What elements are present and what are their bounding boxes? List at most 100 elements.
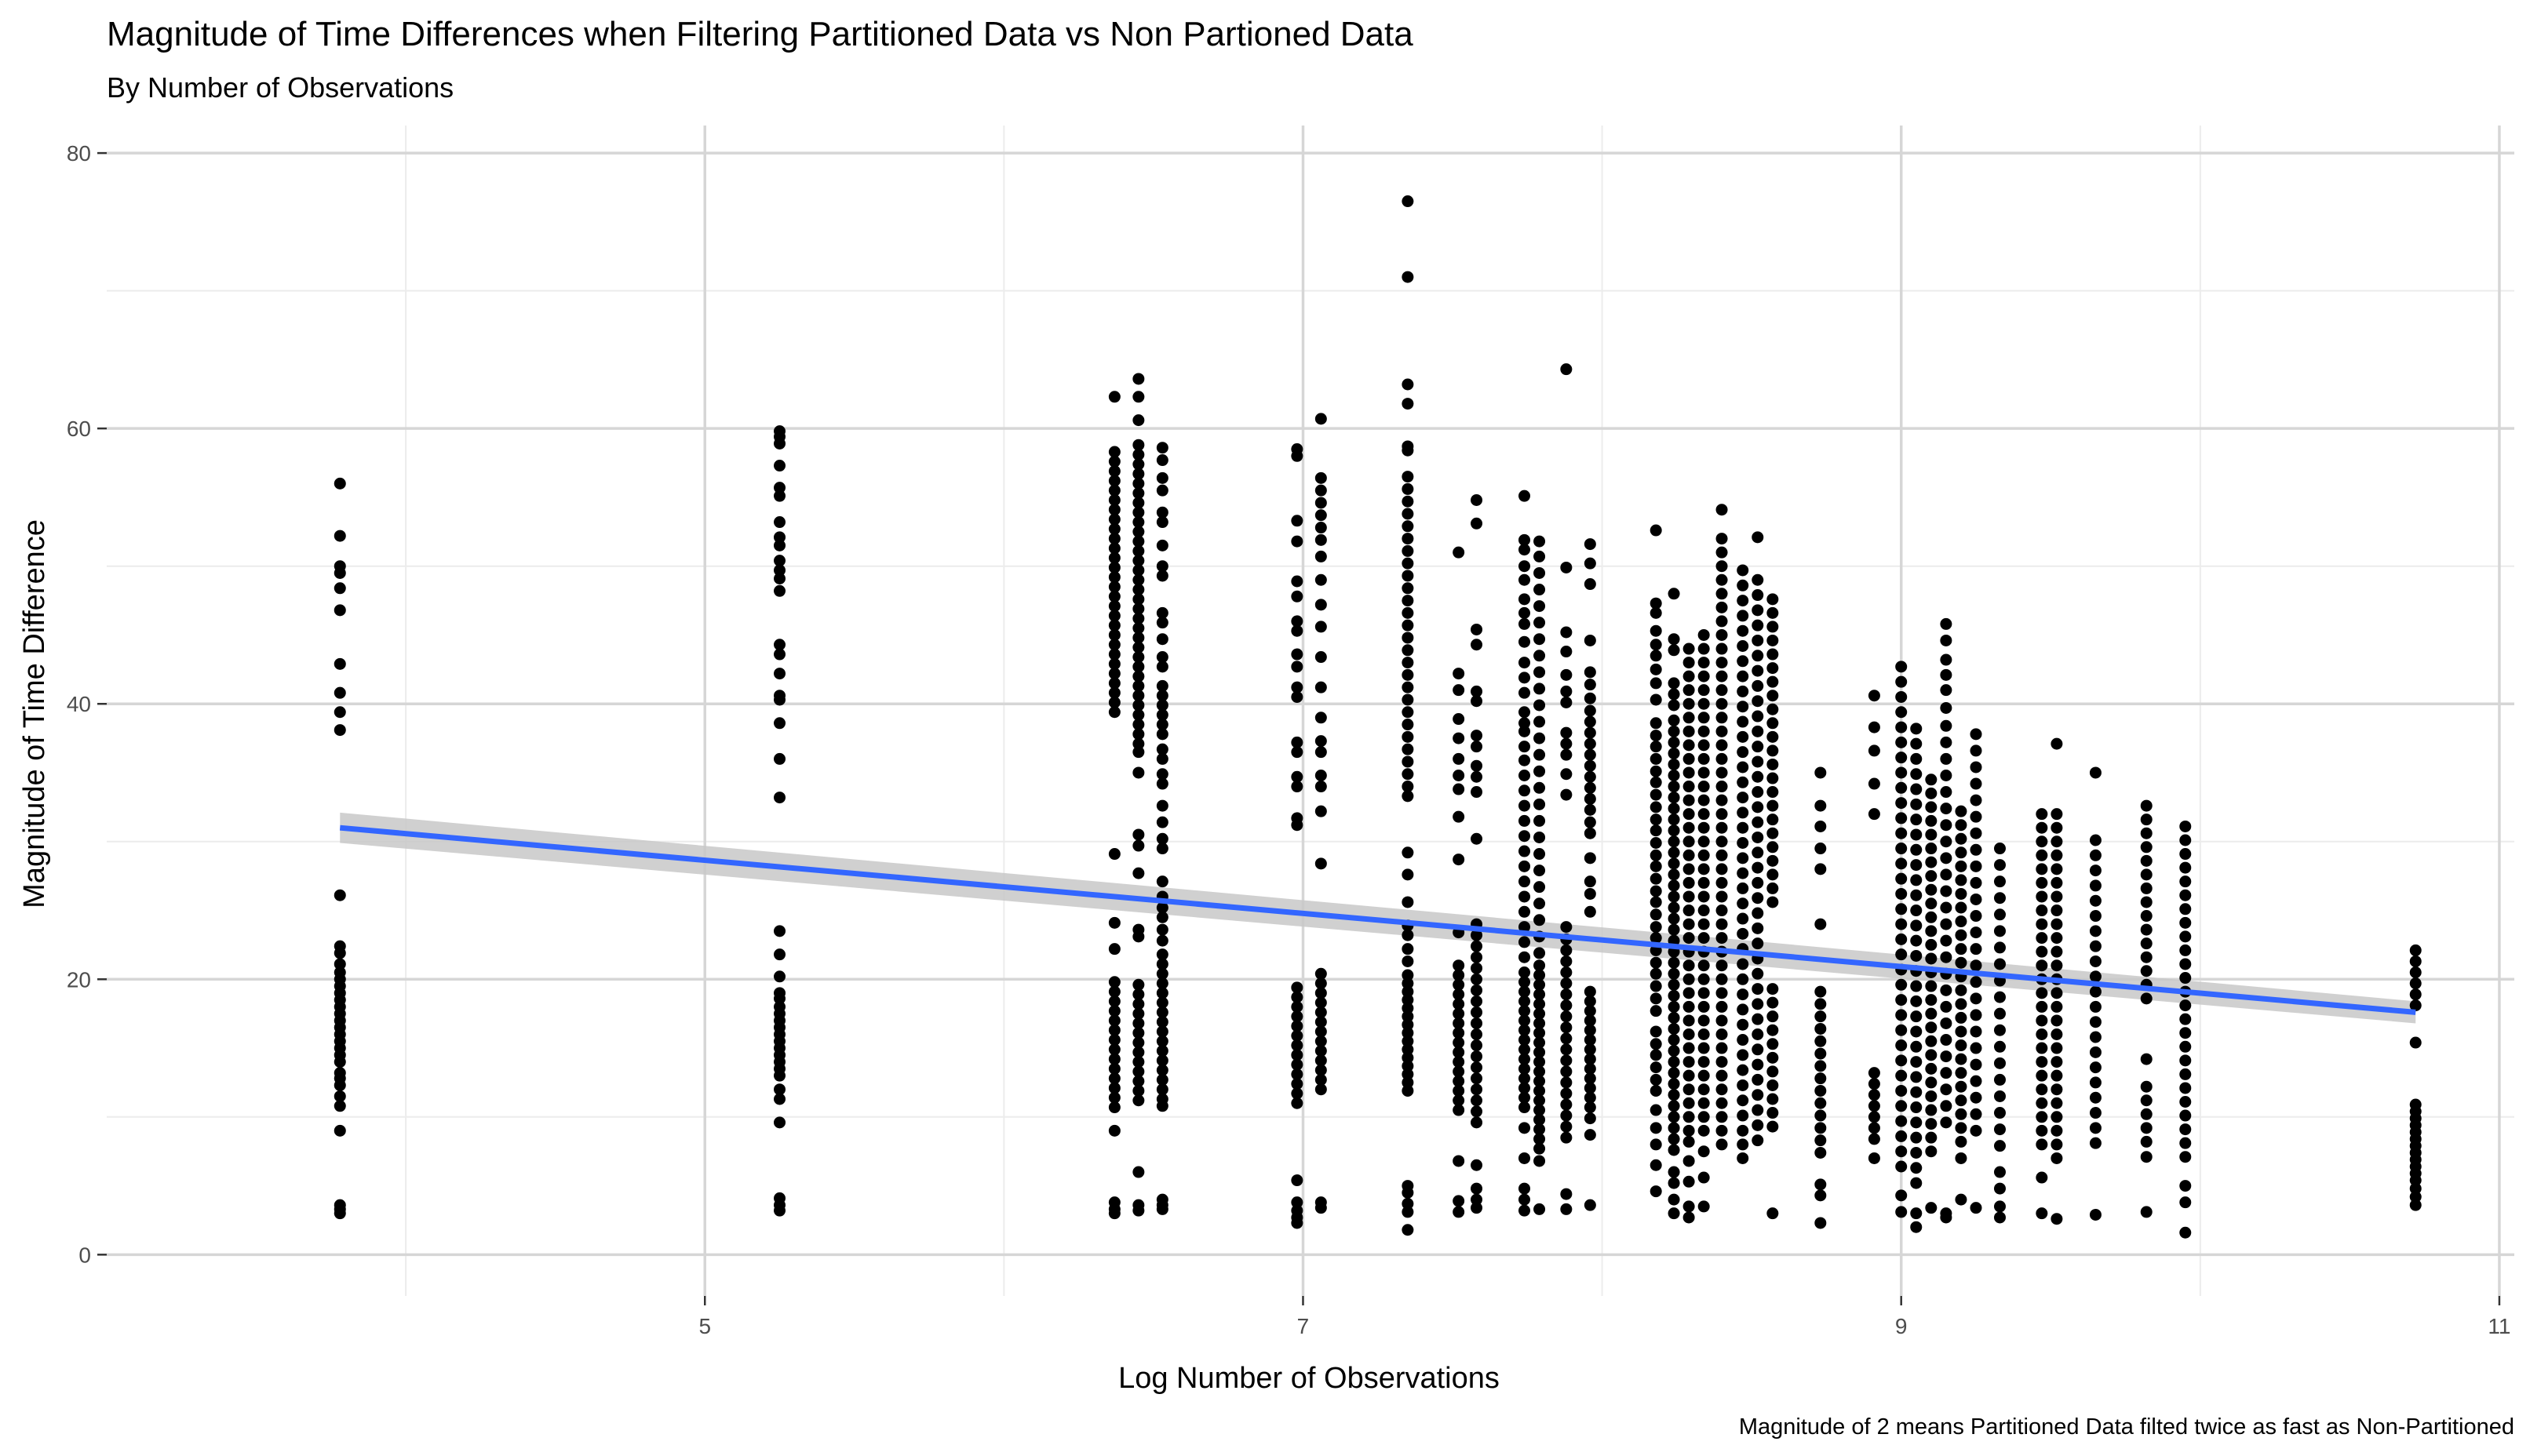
- data-point: [1291, 515, 1303, 527]
- data-point: [1314, 1054, 1327, 1067]
- data-point: [1584, 852, 1596, 864]
- data-point: [1955, 805, 1967, 817]
- data-point: [1108, 657, 1121, 670]
- data-point: [1402, 1043, 1414, 1056]
- x-tick-label: 5: [698, 1314, 711, 1338]
- data-point: [1925, 1145, 1938, 1158]
- data-point: [1955, 1193, 1967, 1206]
- data-point: [1955, 915, 1967, 928]
- data-point: [1533, 633, 1546, 646]
- data-point: [1518, 1082, 1530, 1094]
- data-point: [1910, 934, 1923, 947]
- data-point: [1314, 1035, 1327, 1047]
- data-point: [1518, 754, 1530, 766]
- data-point: [1766, 983, 1779, 996]
- data-point: [1910, 1086, 1923, 1098]
- data-point: [1668, 1111, 1680, 1123]
- data-point: [2089, 910, 2102, 923]
- data-point: [1895, 903, 1908, 915]
- data-point: [1940, 868, 1952, 881]
- data-point: [1291, 1010, 1303, 1023]
- data-point: [1940, 951, 1952, 963]
- data-point: [1940, 1100, 1952, 1112]
- data-point: [1314, 1025, 1327, 1038]
- data-point: [2051, 918, 2063, 930]
- data-point: [1560, 1188, 1573, 1200]
- data-point: [334, 1090, 346, 1102]
- data-point: [1814, 998, 1827, 1010]
- data-point: [1895, 797, 1908, 810]
- data-point: [1453, 1036, 1465, 1049]
- data-point: [1108, 551, 1121, 564]
- data-point: [1584, 1129, 1596, 1141]
- data-point: [2179, 1040, 2192, 1053]
- data-point: [1697, 835, 1710, 848]
- data-point: [1402, 482, 1414, 495]
- data-point: [1766, 799, 1779, 812]
- data-point: [1697, 905, 1710, 917]
- data-point: [1814, 1178, 1827, 1191]
- data-point: [1314, 1016, 1327, 1028]
- data-point: [1682, 1211, 1695, 1224]
- data-point: [1560, 363, 1573, 376]
- data-point: [1291, 648, 1303, 661]
- data-point: [1697, 808, 1710, 821]
- data-point: [1650, 801, 1662, 814]
- data-point: [1737, 897, 1749, 910]
- data-point: [2089, 1122, 2102, 1134]
- data-point: [1766, 854, 1779, 867]
- data-point: [2140, 841, 2153, 854]
- data-point: [1560, 955, 1573, 967]
- data-point: [1940, 653, 1952, 666]
- data-point: [1752, 1058, 1764, 1071]
- data-point: [1108, 600, 1121, 613]
- data-point: [1156, 911, 1168, 923]
- data-point: [1766, 606, 1779, 619]
- data-point: [1925, 911, 1938, 923]
- data-point: [1291, 1039, 1303, 1052]
- data-point: [1715, 781, 1728, 793]
- data-point: [2051, 1152, 2063, 1164]
- data-point: [1737, 1049, 1749, 1061]
- data-point: [1402, 1197, 1414, 1210]
- data-point: [1668, 699, 1680, 712]
- data-point: [1156, 1083, 1168, 1096]
- data-point: [1993, 1182, 2006, 1195]
- data-point: [1766, 868, 1779, 881]
- data-point: [1518, 593, 1530, 606]
- data-point: [1715, 766, 1728, 779]
- data-point: [1132, 746, 1145, 759]
- data-point: [1925, 774, 1938, 786]
- data-point: [1697, 1124, 1710, 1137]
- data-point: [1132, 602, 1145, 615]
- data-point: [1132, 1094, 1145, 1107]
- data-point: [1970, 860, 1982, 872]
- data-point: [1518, 966, 1530, 979]
- data-point: [334, 657, 346, 670]
- data-point: [1560, 1098, 1573, 1111]
- y-tick-label: 80: [67, 141, 91, 166]
- data-point: [1715, 1111, 1728, 1123]
- data-point: [1156, 539, 1168, 551]
- data-point: [1868, 1089, 1880, 1101]
- data-point: [1668, 792, 1680, 804]
- data-point: [1402, 846, 1414, 859]
- data-point: [1668, 868, 1680, 881]
- data-point: [1291, 590, 1303, 602]
- data-point: [1955, 1152, 1967, 1164]
- data-point: [1715, 918, 1728, 930]
- data-point: [2036, 1056, 2048, 1068]
- data-point: [1156, 843, 1168, 855]
- data-point: [774, 516, 786, 529]
- data-point: [2409, 1199, 2422, 1211]
- data-point: [1533, 550, 1546, 562]
- data-point: [1940, 719, 1952, 732]
- data-point: [1766, 758, 1779, 770]
- data-point: [1132, 1017, 1145, 1029]
- data-point: [1895, 918, 1908, 930]
- data-point: [1471, 1083, 1483, 1096]
- data-point: [1453, 752, 1465, 765]
- data-point: [1668, 714, 1680, 726]
- data-point: [1697, 739, 1710, 752]
- data-point: [1453, 1094, 1465, 1107]
